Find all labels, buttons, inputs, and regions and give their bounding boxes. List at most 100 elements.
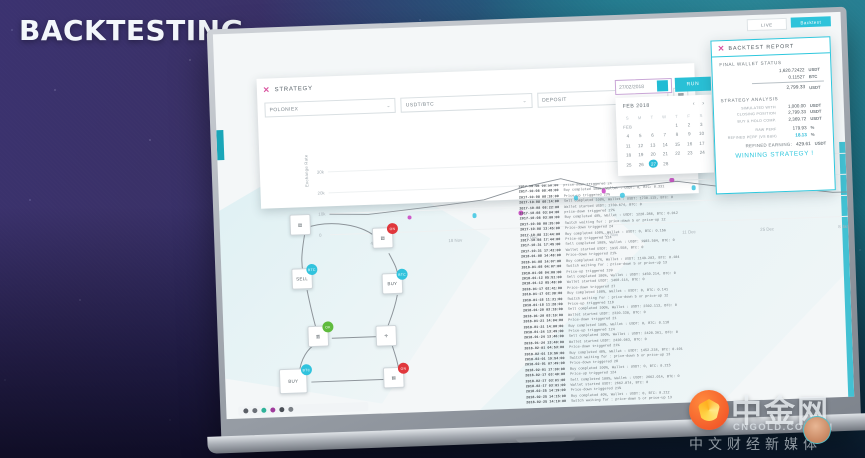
- calendar-day[interactable]: 2: [687, 122, 691, 128]
- backtest-button[interactable]: Backtest: [790, 16, 831, 28]
- watermark-url: CNGOLD.COM.CN: [733, 422, 834, 433]
- watermark-avatar: [803, 416, 831, 444]
- calendar-day[interactable]: 28: [663, 160, 669, 166]
- calendar-day[interactable]: 23: [687, 150, 693, 156]
- chart-ytick: 30k: [316, 169, 325, 175]
- calendar-day[interactable]: 1: [675, 122, 679, 128]
- calendar-day[interactable]: 3: [699, 121, 703, 128]
- flow-node-buy-3[interactable]: BUY BTC: [381, 268, 408, 295]
- wallet-total-unit: USDT: [809, 84, 821, 90]
- next-month-icon[interactable]: ›: [702, 100, 705, 107]
- report-body: FINAL WALLET STATUS 1,620.72422 USDT 0.115…: [712, 53, 834, 165]
- row-unit: USDT: [810, 115, 822, 121]
- calendar-day[interactable]: 9: [687, 131, 691, 137]
- wallet-section-label: FINAL WALLET STATUS: [719, 60, 782, 68]
- row-value: 0.11527: [788, 73, 805, 80]
- wallet-total-row: 2,799.33 USDT: [720, 84, 824, 93]
- flow-node-action-4[interactable]: ▥ OK: [307, 321, 334, 348]
- calendar-day[interactable]: 12: [637, 142, 644, 149]
- calendar-day[interactable]: 16: [686, 141, 693, 147]
- calendar-grid[interactable]: S M T W T F S FEB 1 2 3 4 5 6 7 8 9 10 11 12 13 14 15 16 17 18 19 2…: [621, 111, 709, 169]
- calendar-dow: T: [650, 114, 654, 120]
- select-value: POLONIEX: [269, 105, 299, 113]
- dock-icon[interactable]: [243, 408, 249, 414]
- performance-rows: RAW PERF 179.93% REFINED PERF (VS B&H) 18.1…: [722, 125, 826, 140]
- date-input-value: 27/02/2018: [618, 83, 645, 91]
- select-value: USDT/BTC: [405, 100, 435, 109]
- calendar-day[interactable]: 14: [662, 142, 668, 148]
- analysis-rows: SIMULATED WITH 1,000.00 USDT CLOSING POSITI…: [721, 102, 826, 124]
- calendar-empty: [684, 158, 697, 167]
- calendar-day[interactable]: 19: [638, 152, 644, 158]
- calendar-dow: S: [699, 112, 703, 118]
- dock-icon[interactable]: [252, 408, 258, 414]
- flow-node-action-0[interactable]: ▤: [289, 213, 312, 236]
- dock-icon[interactable]: [270, 407, 276, 413]
- strategy-window: ✕ STRATEGY POLONIEX⌄USDT/BTC⌄DEPOSIT▦ Ex…: [256, 63, 855, 246]
- flow-node-label: ▤: [297, 221, 303, 227]
- calendar-dow: M: [637, 114, 642, 120]
- select-pair[interactable]: USDT/BTC ⌄: [400, 92, 533, 113]
- date-input[interactable]: 27/02/2018: [614, 77, 673, 96]
- flow-node-label: ▥: [315, 333, 321, 339]
- calendar-day-selected[interactable]: 27: [649, 159, 658, 169]
- backtest-log[interactable]: 2017-10-08 08:50:00 price-down triggered …: [518, 178, 732, 419]
- calendar-day[interactable]: 24: [699, 150, 705, 156]
- select-exchange[interactable]: POLONIEX ⌄: [264, 97, 397, 118]
- row-value: 18.13: [795, 131, 807, 138]
- row-unit: USDT: [809, 108, 822, 115]
- calendar-empty: [634, 122, 647, 131]
- calendar-day[interactable]: 4: [626, 134, 630, 140]
- flow-node-label: ▤: [391, 374, 397, 380]
- calendar-month-label[interactable]: FEB 2018: [622, 102, 650, 110]
- row-unit: USDT: [808, 66, 820, 73]
- calendar-day[interactable]: 25: [626, 162, 632, 168]
- flow-node-buy-6[interactable]: BUY BTC: [278, 364, 313, 395]
- calendar-day[interactable]: 17: [699, 140, 705, 146]
- select-value: DEPOSIT: [541, 96, 567, 104]
- calendar-dow: S: [625, 115, 629, 121]
- prev-month-icon[interactable]: ‹: [692, 101, 696, 108]
- run-button[interactable]: RUN: [674, 76, 712, 92]
- date-picker: 27/02/2018 RUN FEB 2018 ‹ › S M T W T F S FEB 1 2…: [614, 76, 715, 177]
- calendar-day[interactable]: 7: [663, 132, 667, 138]
- dock-icon[interactable]: [279, 407, 285, 413]
- calendar-day[interactable]: 6: [651, 133, 654, 139]
- calendar-day[interactable]: 21: [662, 151, 669, 157]
- os-dock[interactable]: [238, 402, 369, 416]
- calendar-dow: F: [687, 113, 691, 119]
- calendar-dow: T: [674, 113, 678, 119]
- row-value: 1,620.72422: [778, 67, 805, 74]
- chart-ylabel: Exchange Rate: [303, 154, 310, 188]
- calendar-day[interactable]: 11: [625, 143, 631, 149]
- calendar-day[interactable]: 10: [698, 131, 705, 137]
- strategy-window-title: STRATEGY: [274, 85, 313, 93]
- calendar-day[interactable]: 18: [625, 152, 632, 158]
- flow-node-action-1[interactable]: ▤ ON: [371, 222, 399, 249]
- dock-icon[interactable]: [261, 407, 267, 413]
- calendar-day[interactable]: 8: [675, 132, 679, 138]
- live-button[interactable]: LIVE: [746, 17, 788, 32]
- calendar-day[interactable]: 5: [638, 133, 642, 139]
- row-unit: USDT: [809, 102, 822, 108]
- flow-node-action-7[interactable]: ▤ ON: [382, 362, 410, 389]
- flow-node-label: SELL: [296, 276, 309, 282]
- calendar-day[interactable]: 22: [675, 150, 681, 157]
- calendar-day[interactable]: 20: [650, 151, 656, 158]
- flow-node-sell-2[interactable]: SELL BTC: [291, 263, 318, 290]
- log-timestamp: 2018-02-25 14:10:00: [526, 400, 567, 406]
- dock-icon[interactable]: [288, 406, 294, 412]
- report-close-icon[interactable]: ✕: [717, 44, 725, 54]
- row-key: REFINED PERF (VS B&H): [727, 133, 777, 140]
- calendar-day[interactable]: 15: [674, 141, 681, 147]
- row-unit: BTC: [808, 73, 818, 79]
- flow-node-action-5[interactable]: ✛: [375, 324, 398, 347]
- analysis-section-label: STRATEGY ANALYSIS: [720, 95, 779, 103]
- close-icon[interactable]: ✕: [262, 84, 270, 95]
- calendar-chip-icon[interactable]: [656, 80, 669, 92]
- calendar-day[interactable]: 13: [650, 142, 656, 148]
- report-title: BACKTEST REPORT: [728, 43, 795, 52]
- chart-ytick: 20k: [317, 190, 325, 196]
- strategy-flow-graph[interactable]: ▤ ▤ ON SELL BTC BUY BTC ▥ OK ✛ BUY BTC ▤ ON: [259, 201, 466, 398]
- calendar-day[interactable]: 26: [638, 161, 644, 167]
